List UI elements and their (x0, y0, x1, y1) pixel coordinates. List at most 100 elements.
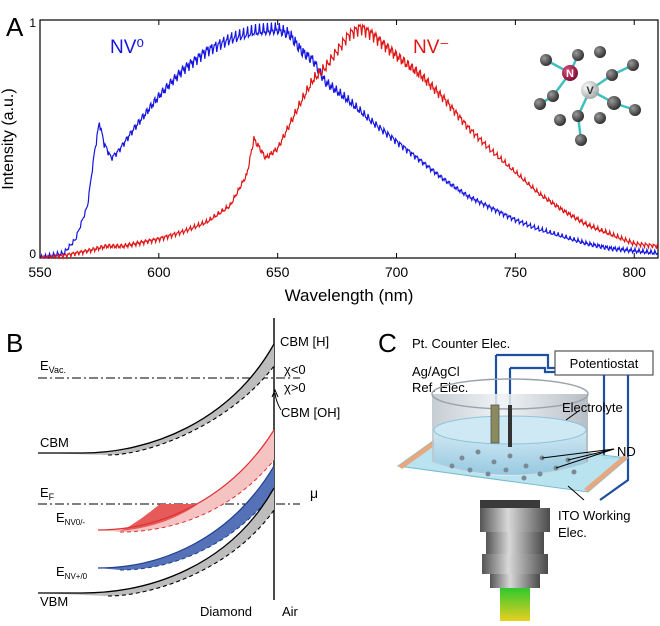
ito-label-line2: Elec. (558, 525, 587, 540)
electrolyte-label: Electrolyte (562, 400, 623, 415)
carbon-atom (534, 98, 546, 110)
series-line-1 (39, 22, 659, 261)
cbm-oh-arrow (274, 392, 282, 411)
nv0-level-label: ENV0/- (56, 510, 85, 527)
nd-pointer (541, 448, 615, 459)
counter-electrode-label: Pt. Counter Elec. (412, 336, 510, 351)
nvplus-level-label-sub: NV+/0 (65, 572, 88, 581)
x-tick-label: 750 (504, 264, 528, 280)
ito-pointer (567, 485, 585, 501)
cbm-oh-label: CBM [OH] (281, 405, 340, 420)
evac-label-sub: Vac. (49, 365, 66, 375)
working-wire-2 (599, 375, 630, 501)
nv0-level-label-sub: NV0/- (65, 518, 86, 527)
chi-positive-label: χ>0 (284, 380, 306, 395)
diamond-label: Diamond (200, 604, 252, 619)
objective-barrel-lower (482, 554, 548, 574)
vacancy-label: V (586, 85, 594, 97)
x-tick-label: 550 (28, 264, 52, 280)
counter-electrode (508, 405, 512, 447)
nanodiamond-label: ND (617, 444, 636, 459)
vacancy-site (581, 81, 599, 99)
x-axis-label: Wavelength (nm) (285, 286, 414, 305)
y-tick-label: 1 (29, 16, 36, 30)
x-tick-label: 650 (266, 264, 290, 280)
vbm-band-edge-dashed (107, 509, 275, 597)
air-label: Air (282, 604, 299, 619)
carbon-atom (554, 114, 566, 126)
band-diagram: EVac. CBM EF ENV0/- ENV+/0 VBM CBM [H] χ… (38, 318, 340, 619)
evac-label-main: E (40, 358, 49, 373)
nv0-level-label-main: E (56, 510, 65, 525)
objective-barrel-middle (486, 532, 544, 554)
carbon-atom (607, 96, 621, 110)
panel-b-letter: B (6, 328, 23, 358)
carbon-atom (572, 49, 584, 61)
nd-pointer (567, 448, 615, 461)
cbm-band-edge (38, 343, 275, 454)
carbon-atom (540, 54, 552, 66)
carbon-atom (547, 90, 559, 102)
cbm-band-fill (38, 344, 274, 455)
nv0-band-filled-region (120, 504, 198, 531)
carbon-atom (572, 110, 584, 122)
ef-label-sub: F (49, 492, 55, 502)
panel-c-letter: C (378, 328, 397, 358)
ito-contact-right (584, 455, 628, 492)
tick-layer: 550 600 650 700 750 800 0 1 (28, 16, 646, 280)
cbm-band-edge-oh (107, 365, 275, 456)
carbon-atom (606, 69, 618, 81)
vbm-label: VBM (40, 594, 68, 609)
evac-label: EVac. (40, 358, 66, 375)
electrolyte-pointer (565, 409, 581, 421)
chemical-potential-label: μ (310, 485, 318, 501)
series-line-0 (40, 22, 659, 260)
series-layer (39, 22, 659, 261)
x-tick-label: 800 (623, 264, 647, 280)
excitation-beam (500, 588, 530, 621)
chi-negative-label: χ<0 (284, 362, 306, 377)
potentiostat-label: Potentiostat (570, 356, 639, 371)
counter-wire (496, 353, 555, 370)
ef-label: EF (40, 485, 55, 502)
panel-a-letter: A (6, 12, 24, 42)
nvplus-level-label-main: E (56, 564, 65, 579)
electrochemical-setup-illustration: Pt. Counter Elec. Ag/AgCl Ref. Elec. Pot… (396, 336, 654, 621)
carbon-atom (594, 112, 606, 124)
vbm-band-edge (38, 487, 275, 594)
nvplus-level-label: ENV+/0 (56, 564, 88, 581)
chart-frame (39, 19, 659, 259)
cbm-oh-arrowhead (271, 388, 279, 398)
potentiostat-box (554, 350, 654, 376)
x-tick-label: 600 (147, 264, 171, 280)
cbm-label: CBM (40, 435, 69, 450)
nd-pointer (555, 448, 615, 469)
reference-electrode-label-line1: Ag/AgCl (412, 364, 460, 379)
nitrogen-atom (562, 65, 578, 81)
series-label-nvminus: NV⁻ (413, 37, 449, 58)
series-label-nv0: NV⁰ (110, 37, 144, 58)
carbon-atom (629, 104, 641, 116)
reference-wire (510, 366, 555, 374)
cbm-h-label: CBM [H] (280, 334, 329, 349)
objective-base (490, 574, 540, 588)
nitrogen-atom-label: N (566, 68, 574, 80)
nvplus-band-edge (97, 465, 275, 569)
nv-center-molecule-illustration: N V (534, 46, 641, 146)
reference-electrode (490, 404, 500, 444)
carbon-atom (575, 134, 587, 146)
carbon-atom (594, 46, 606, 58)
ef-label-main: E (40, 485, 49, 500)
nvplus-band-fill (98, 466, 274, 570)
carbon-atom (627, 59, 639, 71)
nv0-band-edge (97, 429, 275, 531)
x-tick-label: 700 (385, 264, 409, 280)
objective-barrel-upper (480, 508, 550, 532)
nv0-band-fill (98, 430, 274, 532)
y-tick-label: 0 (29, 247, 36, 261)
ito-label-line1: ITO Working (558, 508, 630, 523)
y-axis-label: Intensity (a.u.) (0, 88, 17, 189)
spectrum-chart: 550 600 650 700 750 800 0 1 Intensity (a.u.) Wa… (0, 16, 659, 305)
